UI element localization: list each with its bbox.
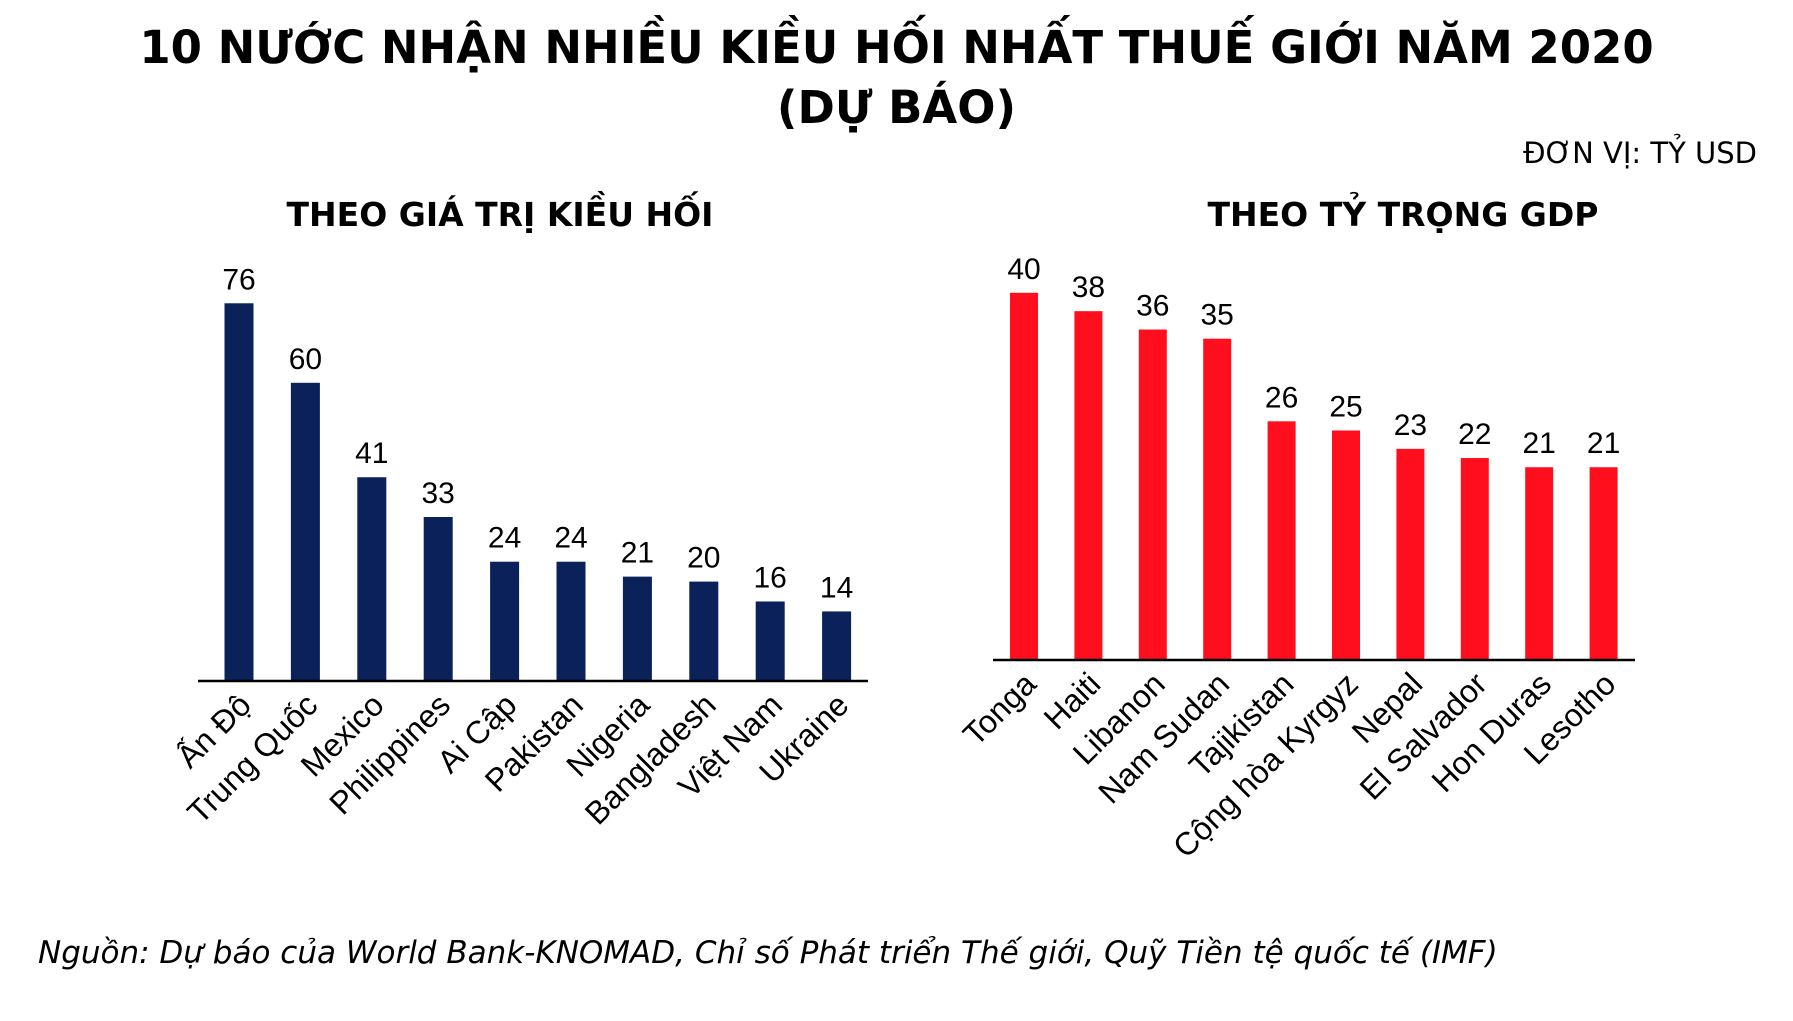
chart1-value-label: 76 — [222, 263, 255, 296]
chart1-bar — [423, 516, 453, 681]
title-line-1: 10 NƯỚC NHẬN NHIỀU KIỀU HỐI NHẤT THUẾ GI… — [139, 21, 1654, 74]
chart1-value-label: 33 — [422, 477, 455, 510]
chart2-value-label: 22 — [1458, 418, 1491, 451]
chart2-value-label: 40 — [1007, 253, 1040, 286]
chart1-bar — [689, 581, 719, 681]
chart1-bar — [357, 477, 387, 681]
chart2-value-label: 26 — [1265, 381, 1298, 414]
chart1-title: THEO GIÁ TRỊ KIỀU HỐI — [287, 189, 714, 234]
chart2-value-label: 35 — [1201, 299, 1234, 332]
chart2-title: THEO TỶ TRỌNG GDP — [1208, 191, 1599, 234]
chart2-value-label: 21 — [1523, 427, 1556, 460]
chart1-bar — [755, 601, 785, 681]
chart2-bar — [1074, 311, 1103, 660]
chart1-bar — [224, 303, 254, 681]
chart2-value-label: 21 — [1587, 427, 1620, 460]
chart2-value-label: 38 — [1072, 271, 1105, 304]
chart1-value-label: 24 — [554, 522, 587, 555]
chart2-bar — [1525, 467, 1554, 660]
chart2-bar — [1460, 458, 1489, 660]
chart2-group: THEO TỶ TRỌNG GDP40Tonga38Haiti36Libanon… — [956, 191, 1635, 865]
chart1-bar — [622, 576, 652, 681]
chart2-category-label: Tonga — [956, 665, 1043, 752]
chart1-bar — [290, 382, 320, 681]
source-note: Nguồn: Dự báo của World Bank-KNOMAD, Chỉ… — [38, 935, 1498, 971]
chart1-value-label: 16 — [754, 561, 787, 594]
page-title: 10 NƯỚC NHẬN NHIỀU KIỀU HỐI NHẤT THUẾ GI… — [0, 18, 1793, 138]
chart1-bar — [490, 561, 520, 681]
chart1-value-label: 14 — [820, 571, 853, 604]
chart2-bar — [1332, 430, 1360, 660]
title-line-2: (DỰ BÁO) — [776, 81, 1017, 134]
chart2-value-label: 36 — [1136, 290, 1169, 323]
chart2-bar — [1396, 448, 1425, 660]
chart2-value-label: 25 — [1329, 391, 1362, 424]
chart1-value-label: 41 — [355, 437, 388, 470]
chart1-value-label: 20 — [687, 542, 720, 575]
chart1-value-label: 21 — [621, 537, 654, 570]
chart1-bar — [822, 611, 852, 681]
chart2-bar — [1589, 467, 1618, 660]
chart2-bar — [1138, 329, 1167, 660]
chart1-value-label: 60 — [289, 343, 322, 376]
chart2-bar — [1010, 292, 1038, 660]
chart1-bar — [556, 561, 586, 681]
chart2-value-label: 23 — [1394, 409, 1427, 442]
chart1-value-label: 24 — [488, 522, 521, 555]
chart2-bar — [1267, 421, 1296, 660]
chart2-bar — [1203, 338, 1232, 660]
unit-label: ĐƠN VỊ: TỶ USD — [1523, 136, 1757, 170]
